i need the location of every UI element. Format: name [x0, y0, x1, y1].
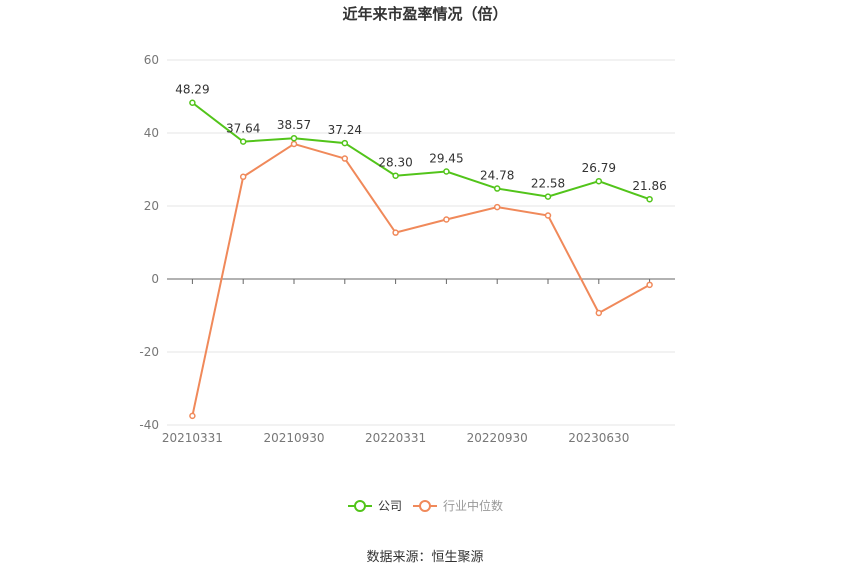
data-point [493, 203, 501, 211]
source-text: 数据来源：恒生聚源 [366, 550, 484, 565]
data-point [595, 309, 603, 317]
x-tick-label: 20230630 [568, 431, 629, 445]
y-tick-label: -40 [139, 418, 159, 432]
x-tick-label: 20210331 [162, 431, 223, 445]
data-label: 37.64 [226, 122, 260, 136]
data-point [544, 193, 552, 200]
data-label: 28.30 [378, 156, 412, 170]
y-tick-label: 0 [151, 272, 159, 286]
data-point [392, 172, 399, 179]
data-label: 48.29 [175, 83, 209, 97]
y-tick-label: 40 [144, 126, 159, 140]
series-line-0 [191, 101, 650, 201]
data-point [646, 195, 653, 203]
data-point [189, 99, 196, 106]
y-tick-label: 60 [144, 53, 159, 67]
x-tick-label: 20210930 [263, 431, 324, 445]
legend-marker-0 [354, 500, 366, 512]
data-point [341, 139, 349, 147]
data-label: 29.45 [429, 152, 463, 166]
data-label: 24.78 [480, 169, 514, 183]
legend-label-1: 行业中位数 [443, 498, 503, 513]
data-point [290, 140, 298, 148]
chart-title: 近年来市盈率情况（倍） [342, 5, 508, 23]
data-label: 38.57 [277, 118, 311, 132]
data-label: 21.86 [632, 179, 666, 193]
data-point [239, 138, 247, 145]
x-tick-label: 20220930 [467, 431, 528, 445]
series-line-1 [191, 142, 651, 417]
data-point [239, 173, 247, 181]
data-point [646, 281, 653, 289]
data-point [443, 168, 450, 175]
data-point [392, 229, 399, 236]
x-tick-label: 20220331 [365, 431, 426, 445]
data-label: 22.58 [531, 177, 565, 191]
y-tick-label: 20 [144, 199, 159, 213]
data-point [290, 134, 298, 142]
data-point [341, 155, 349, 162]
data-point [544, 212, 552, 219]
data-label: 26.79 [582, 161, 616, 175]
data-point [189, 412, 196, 420]
y-tick-label: -20 [139, 345, 159, 359]
data-label: 37.24 [328, 123, 362, 137]
legend-marker-1 [419, 500, 431, 512]
legend-label-0: 公司 [378, 499, 402, 513]
data-point [595, 177, 603, 185]
data-point [493, 185, 501, 192]
data-point [443, 216, 450, 223]
